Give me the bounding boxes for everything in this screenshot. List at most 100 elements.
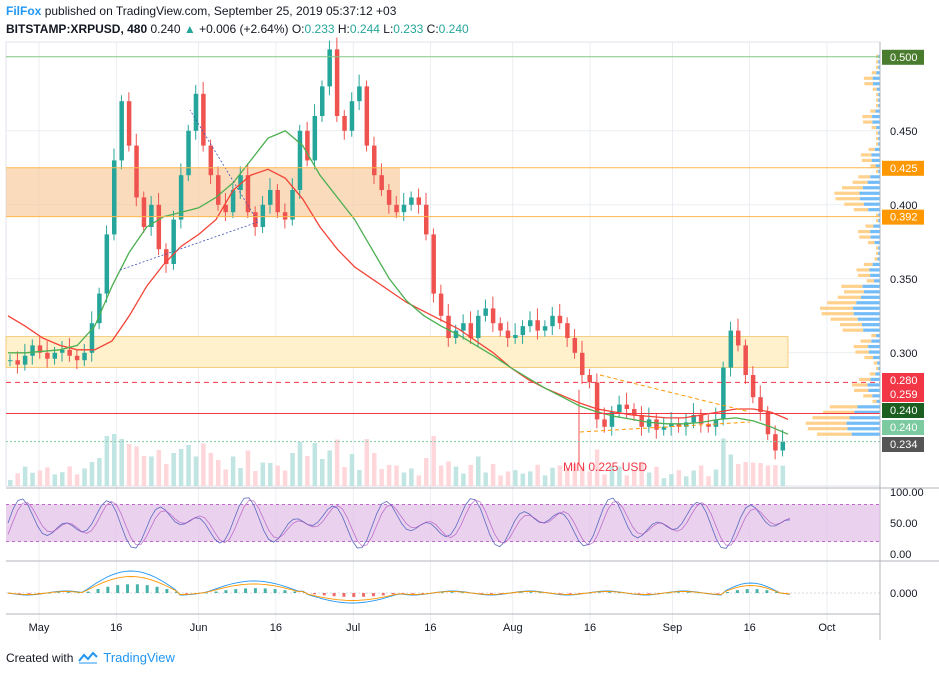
candle-body-97 [728, 330, 734, 368]
volume-bar-57 [431, 436, 436, 486]
volume-bar-74 [557, 465, 563, 486]
close-value: 0.240 [438, 22, 469, 36]
triangle-trendline [119, 109, 259, 271]
macd-hist-78 [391, 593, 395, 595]
macd-hist-96 [480, 593, 484, 594]
macd-hist-138 [686, 592, 690, 593]
candle-body-1 [15, 360, 20, 365]
macd-hist-36 [185, 593, 189, 594]
time-axis[interactable]: May 16 Jun 16 Jul 16 Aug 16 Sep 16 Oct [6, 613, 880, 634]
candle-body-57 [431, 234, 436, 294]
vp-bar-44 [834, 191, 860, 195]
candle-body-80 [602, 419, 607, 427]
macd-hist-62 [312, 593, 316, 595]
candle-body-90 [676, 423, 682, 427]
low-value: 0.233 [393, 22, 424, 36]
volume-bar-85 [639, 462, 644, 486]
volume-bar-47 [357, 470, 362, 486]
macd-pane[interactable]: 0.000 [6, 560, 939, 604]
candle-body-103 [773, 434, 778, 451]
vp-blue-61 [878, 98, 880, 102]
volume-bar-21 [164, 464, 169, 486]
vp-bar-53 [876, 142, 879, 146]
volume-bar-8 [67, 466, 72, 486]
created-with-text: Created with [6, 650, 74, 665]
macd-hist-118 [588, 592, 592, 594]
vp-bar-14 [864, 355, 873, 360]
macd-hist-6 [37, 593, 41, 594]
time-tick-label-6: Aug [503, 622, 523, 634]
candle-body-67 [505, 330, 511, 338]
vp-bar-29 [857, 273, 871, 277]
vp-blue-31 [872, 262, 880, 267]
volume-bar-26 [201, 443, 206, 486]
candle-body-16 [126, 101, 132, 146]
macd-hist-100 [499, 593, 503, 594]
main-grid [5, 41, 881, 640]
symbol-name[interactable]: BITSTAMP:XRPUSD, 480 [6, 22, 148, 36]
vp-blue-33 [878, 251, 880, 256]
stochastic-pane[interactable]: 100.00 50.00 0.00 [6, 487, 939, 561]
vp-bar-0 [817, 432, 852, 436]
vp-bar-32 [874, 257, 878, 261]
macd-hist-82 [411, 593, 415, 594]
tradingview-brand[interactable]: TradingView [103, 650, 175, 665]
candle-body-88 [661, 426, 667, 430]
macd-hist-72 [362, 593, 366, 597]
vp-bar-21 [830, 317, 858, 321]
candle-body-2 [22, 355, 28, 365]
volume-bar-90 [676, 470, 682, 486]
vp-blue-55 [878, 131, 880, 135]
vp-blue-40 [878, 213, 880, 217]
candle-body-98 [736, 330, 741, 346]
volume-bar-64 [483, 472, 488, 486]
candle-body-6 [52, 352, 58, 359]
macd-hist-108 [539, 592, 543, 594]
candle-body-26 [201, 93, 206, 146]
price-labels: 0.500 0.425 0.392 0.280 0.259 0.240 0.240 0.234 [882, 49, 924, 452]
price-label-text-7: 0.234 [890, 439, 918, 451]
macd-hist-154 [765, 590, 769, 593]
volume-bar-99 [743, 462, 748, 486]
macd-hist-48 [244, 588, 248, 593]
vp-bar-56 [871, 125, 877, 130]
candle-body-29 [223, 204, 228, 213]
macd-hist-2 [17, 593, 21, 594]
vp-bar-49 [870, 164, 876, 168]
candle-body-30 [230, 190, 236, 213]
moving-averages [7, 109, 789, 435]
candle-body-81 [609, 412, 615, 427]
vp-bar-58 [862, 114, 873, 119]
macd-hist-80 [401, 593, 405, 594]
vp-blue-8 [868, 388, 880, 392]
vp-bar-65 [863, 76, 873, 80]
candle-body-15 [119, 101, 124, 161]
vp-bar-64 [864, 82, 873, 86]
price-label-box-4 [882, 387, 924, 402]
vp-bar-39 [875, 219, 879, 223]
volume-bar-92 [691, 470, 696, 486]
volume-bar-103 [773, 465, 778, 486]
vp-bar-31 [863, 262, 873, 267]
macd-hist-20 [106, 586, 110, 593]
price-label-box-2 [882, 209, 924, 225]
time-tick-label-3: 16 [270, 622, 282, 634]
price-label-text-6: 0.240 [890, 422, 918, 434]
vp-bar-48 [876, 169, 879, 173]
vp-blue-38 [873, 224, 880, 228]
volume-bar-87 [654, 466, 659, 486]
publisher-name[interactable]: FilFox [6, 4, 42, 18]
candle-body-31 [238, 175, 243, 190]
macd-hist-50 [253, 588, 257, 593]
candle-body-55 [416, 197, 422, 205]
volume-bar-4 [37, 470, 43, 486]
vp-bar-10 [859, 377, 871, 382]
volume-bar-31 [238, 468, 243, 486]
volume-bar-52 [394, 465, 399, 486]
main-pane-frame [5, 41, 881, 487]
candle-body-37 [282, 212, 288, 220]
price-label-box-7 [882, 437, 924, 452]
macd-hist-156 [775, 591, 779, 593]
volume-bar-95 [713, 469, 719, 486]
